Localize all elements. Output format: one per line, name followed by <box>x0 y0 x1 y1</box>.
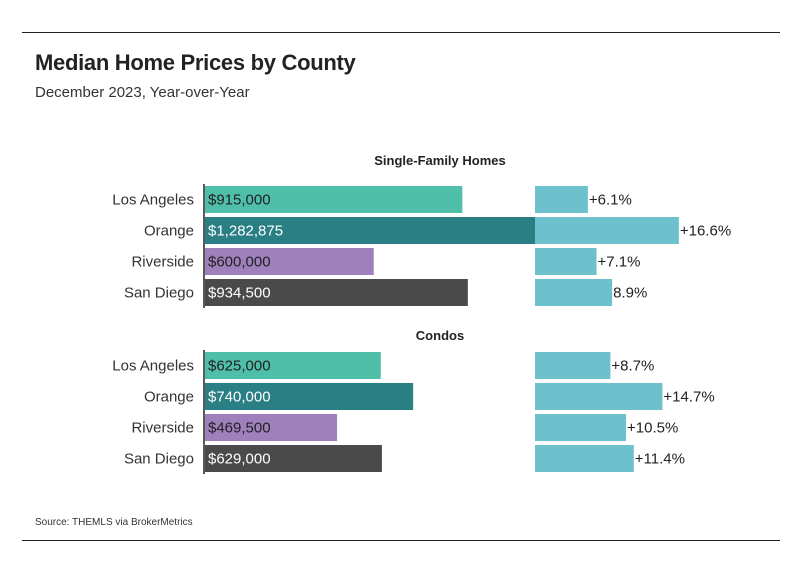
single-family-price-label-san-diego: $934,500 <box>208 285 271 302</box>
condos-group-title: Condos <box>416 328 464 343</box>
single-family-change-label-riverside: +7.1% <box>598 254 641 271</box>
single-family-change-bar-riverside <box>535 248 597 275</box>
condos-price-bar-orange <box>205 383 414 410</box>
single-family-price-bar-san-diego <box>205 279 468 306</box>
condos-price-label-san-diego: $629,000 <box>208 451 271 468</box>
condos-category-label-orange: Orange <box>144 389 194 406</box>
source-note: Source: THEMLS via BrokerMetrics <box>35 517 193 528</box>
chart-subtitle: December 2023, Year-over-Year <box>35 84 250 101</box>
single-family-price-label-orange: $1,282,875 <box>208 223 283 240</box>
single-family-change-bar-san-diego <box>535 279 613 306</box>
single-family-change-label-san-diego: 8.9% <box>613 285 647 302</box>
condos-change-bar-los-angeles <box>535 352 611 379</box>
single-family-group-title: Single-Family Homes <box>374 153 505 168</box>
top-rule <box>22 32 780 33</box>
condos-category-label-los-angeles: Los Angeles <box>112 358 194 375</box>
chart-title: Median Home Prices by County <box>35 50 356 75</box>
condos-category-label-riverside: Riverside <box>131 420 194 437</box>
condos-price-label-riverside: $469,500 <box>208 420 271 437</box>
condos-price-label-orange: $740,000 <box>208 389 271 406</box>
single-family-price-label-los-angeles: $915,000 <box>208 192 271 209</box>
single-family-category-label-orange: Orange <box>144 223 194 240</box>
single-family-change-label-orange: +16.6% <box>680 223 731 240</box>
single-family-change-bar-orange <box>535 217 679 244</box>
condos-price-bar-los-angeles <box>205 352 381 379</box>
condos-price-bar-san-diego <box>205 445 382 472</box>
condos-change-label-riverside: +10.5% <box>627 420 678 437</box>
single-family-category-label-riverside: Riverside <box>131 254 194 271</box>
single-family-price-bar-los-angeles <box>205 186 463 213</box>
condos-change-label-orange: +14.7% <box>663 389 714 406</box>
condos-category-label-san-diego: San Diego <box>124 451 194 468</box>
condos-change-bar-orange <box>535 383 663 410</box>
single-family-change-label-los-angeles: +6.1% <box>589 192 632 209</box>
condos-price-label-los-angeles: $625,000 <box>208 358 271 375</box>
condos-change-label-los-angeles: +8.7% <box>611 358 654 375</box>
bottom-rule <box>22 540 780 541</box>
single-family-category-label-san-diego: San Diego <box>124 285 194 302</box>
condos-change-bar-riverside <box>535 414 626 441</box>
condos-change-bar-san-diego <box>535 445 634 472</box>
single-family-price-bar-orange <box>205 217 566 244</box>
single-family-price-bar-riverside <box>205 248 374 275</box>
single-family-category-label-los-angeles: Los Angeles <box>112 192 194 209</box>
condos-change-label-san-diego: +11.4% <box>635 451 685 468</box>
single-family-price-label-riverside: $600,000 <box>208 254 271 271</box>
single-family-change-bar-los-angeles <box>535 186 588 213</box>
condos-price-bar-riverside <box>205 414 338 441</box>
